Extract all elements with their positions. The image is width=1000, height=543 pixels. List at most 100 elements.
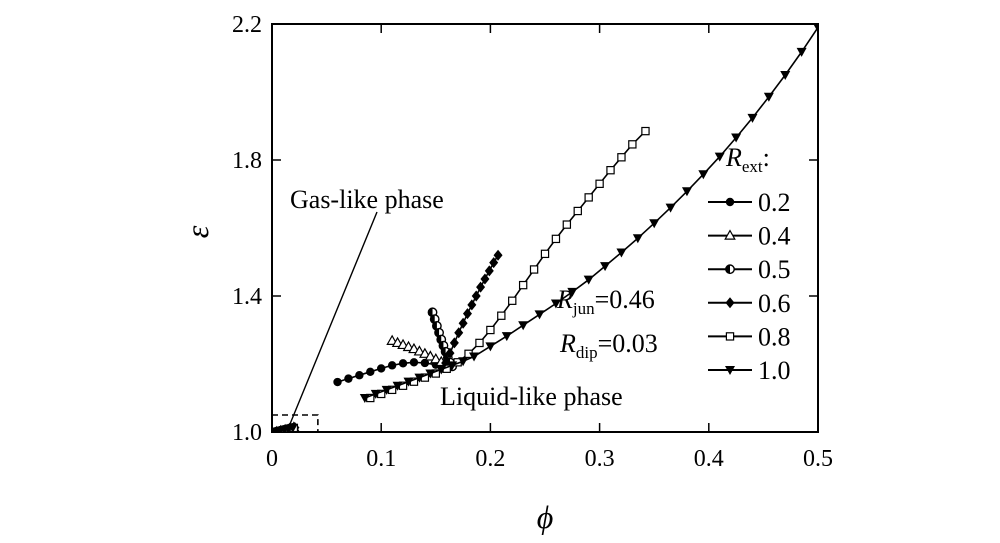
data-point [518, 321, 529, 331]
data-point [600, 262, 611, 272]
legend-marker [725, 366, 735, 375]
legend-label: 0.2 [758, 188, 791, 217]
data-point [471, 290, 481, 302]
data-point [445, 347, 455, 359]
y-tick-label: 2.2 [232, 12, 262, 38]
data-point [497, 311, 506, 320]
legend-marker [725, 197, 735, 207]
x-tick-label: 0.3 [585, 446, 615, 472]
data-point [419, 347, 431, 358]
legend-label: 0.8 [758, 322, 791, 351]
data-point [377, 364, 386, 373]
legend-entry: 1.0 [708, 356, 791, 385]
param-r-jun: Rjun=0.46 [556, 285, 655, 318]
data-point [714, 152, 725, 162]
data-point [616, 248, 627, 258]
x-axis: 0 0.1 0.2 0.3 0.4 0.5 [266, 24, 833, 472]
data-point [424, 350, 437, 361]
legend-title: Rext: [725, 143, 770, 176]
data-point [458, 357, 469, 367]
data-point [403, 377, 414, 387]
legend-label: 1.0 [758, 356, 791, 385]
data-point [562, 220, 572, 229]
legend-label: 0.6 [758, 289, 791, 318]
data-point [355, 371, 364, 380]
legend-marker [724, 229, 736, 240]
data-point [454, 327, 464, 339]
data-point [595, 179, 604, 188]
x-tick-label: 0.2 [475, 446, 505, 472]
data-point [392, 381, 403, 391]
data-point [462, 308, 472, 320]
data-point [467, 299, 477, 311]
data-point [489, 257, 499, 269]
data-point [449, 337, 459, 349]
data-point [540, 249, 550, 259]
data-point [485, 342, 496, 352]
data-point [333, 377, 342, 387]
legend-entry: 0.5 [708, 255, 791, 284]
data-point [649, 219, 660, 229]
data-point [534, 310, 545, 320]
data-point [632, 234, 643, 244]
data-point [508, 296, 517, 305]
data-point [436, 365, 447, 375]
data-point [665, 203, 676, 213]
data-point [606, 166, 615, 175]
data-point [469, 352, 480, 362]
param-r-dip: Rdip=0.03 [559, 329, 658, 362]
y-axis-title: ε [179, 225, 215, 238]
legend-entry: 0.8 [708, 322, 791, 351]
data-point [413, 345, 426, 356]
x-tick-label: 0.1 [366, 446, 396, 472]
data-point [409, 358, 419, 367]
data-point [567, 287, 578, 297]
data-point [583, 275, 594, 285]
x-axis-title: ϕ [537, 499, 554, 535]
data-point [681, 187, 692, 197]
series-0.4 [272, 334, 453, 432]
gas-phase-label: Gas-like phase [290, 185, 444, 214]
data-point [414, 373, 425, 383]
data-point [429, 353, 442, 364]
data-point [551, 234, 561, 244]
legend-label: 0.5 [758, 255, 791, 284]
data-point [458, 317, 468, 329]
data-point [381, 385, 392, 395]
data-point [628, 140, 637, 149]
data-point [550, 299, 561, 309]
data-point [387, 361, 397, 370]
legend-marker [725, 297, 735, 309]
data-point [486, 325, 495, 335]
data-point [584, 193, 593, 202]
y-axis: 1.0 1.4 1.8 2.2 [232, 12, 818, 446]
data-point [493, 249, 503, 261]
x-tick-label: 0.5 [803, 446, 833, 472]
data-point [763, 92, 774, 102]
x-tick-label: 0.4 [694, 446, 724, 472]
legend-entry: 0.4 [708, 222, 791, 251]
data-point [476, 281, 486, 293]
data-point [425, 369, 436, 379]
data-point [398, 359, 408, 368]
data-point [447, 361, 458, 371]
legend-marker [725, 332, 735, 341]
legend-label: 0.4 [758, 222, 791, 251]
data-point [698, 170, 709, 180]
data-point [429, 314, 440, 325]
data-point [747, 113, 758, 123]
x-tick-label: 0 [266, 446, 278, 472]
data-point [529, 265, 539, 274]
data-point [813, 24, 818, 33]
data-point [344, 374, 353, 383]
y-tick-label: 1.4 [232, 284, 262, 310]
legend: Rext: 0.2 0.4 0.5 0.6 0.8 1.0 [708, 143, 791, 385]
gas-phase-pointer [289, 211, 378, 425]
data-point [366, 367, 375, 377]
gas-phase-box [271, 414, 319, 433]
y-tick-label: 1.8 [232, 148, 262, 174]
data-point [617, 153, 626, 162]
data-point [408, 342, 420, 354]
data-point [484, 265, 494, 277]
y-tick-label: 1.0 [232, 420, 262, 446]
